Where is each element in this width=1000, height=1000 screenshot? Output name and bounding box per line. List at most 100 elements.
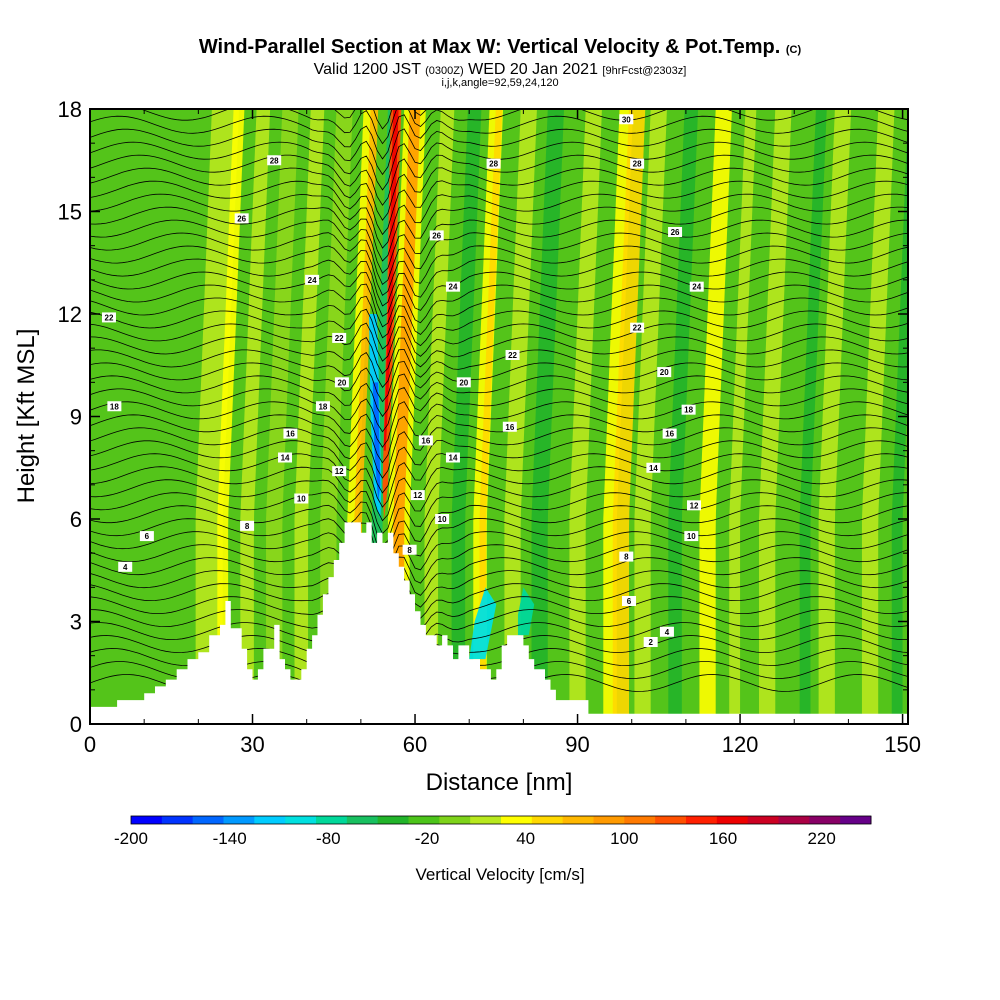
y-axis-label: Height [Kft MSL] [13, 329, 40, 504]
contour-label-box [445, 281, 460, 292]
colorbar-swatch [624, 816, 656, 824]
isentrope-line [90, 193, 908, 249]
contour-label-box [315, 401, 330, 412]
y-tick-label: 15 [58, 200, 82, 225]
contour-label: 4 [123, 563, 128, 572]
contour-label-box [240, 520, 255, 531]
isentrope-line [90, 308, 908, 350]
colorbar-swatch [655, 816, 687, 824]
contour-label-box [486, 158, 501, 169]
contour-label: 2 [648, 638, 653, 647]
contour-label: 30 [622, 115, 631, 124]
contour-label: 6 [627, 597, 632, 606]
valid-prefix: Valid 1200 JST [313, 61, 421, 78]
contour-label: 14 [649, 464, 658, 473]
isentrope-line [90, 336, 908, 375]
isentrope-line [90, 360, 908, 403]
colorbar-frame [130, 815, 872, 825]
colorbar-swatch [346, 816, 379, 824]
isentrope-line [90, 373, 908, 418]
contour-label-box [643, 637, 658, 647]
contour-label-box [505, 350, 520, 360]
colorbar-swatch [501, 816, 533, 824]
contour-label-box [429, 230, 444, 241]
colorbar: -200 -140 -80 -20 40 100 160 220 [114, 815, 872, 848]
contour-label-box [101, 312, 116, 323]
colorbar-swatch [470, 816, 502, 824]
colorbar-swatch [316, 816, 348, 824]
chart-title-text: Wind-Parallel Section at Max W: Vertical… [198, 36, 781, 58]
velocity-band [424, 109, 455, 724]
isentrope-line [90, 348, 908, 388]
isentrope-line [90, 322, 908, 362]
colorbar-swatch [408, 816, 440, 824]
colorbar-swatch [747, 816, 779, 824]
contour-label: 14 [449, 454, 458, 463]
contour-label-box [662, 428, 677, 439]
y-tick-label: 9 [70, 405, 82, 430]
velocity-core [383, 109, 399, 451]
contour-label-box [334, 377, 349, 388]
contour-label-box [410, 490, 425, 501]
contour-label: 28 [489, 160, 498, 169]
contour-label-box [435, 514, 450, 524]
contour-label-box [283, 428, 298, 439]
y-tick-label: 3 [70, 610, 82, 635]
terrain-mask [90, 522, 908, 724]
contour-label: 8 [245, 522, 250, 531]
isentrope-line [90, 439, 908, 494]
isentrope-line [90, 568, 908, 611]
contour-label: 16 [665, 430, 674, 439]
contour-label-box [630, 322, 645, 333]
colorbar-swatch [192, 816, 224, 824]
contour-label-box [118, 561, 133, 572]
contour-label-box [657, 367, 672, 378]
isentrope-line [90, 479, 908, 535]
isentrope-line [90, 414, 908, 464]
isentrope-line [90, 219, 908, 274]
contour-label-box [267, 155, 282, 166]
contour-label: 22 [633, 324, 642, 333]
contour-label: 16 [421, 436, 430, 445]
colorbar-swatch [531, 816, 564, 824]
contour-label: 8 [624, 553, 629, 562]
isentrope-line [90, 295, 908, 339]
contour-label: 24 [308, 276, 317, 285]
contour-label-box [294, 493, 309, 504]
contour-label-box [278, 452, 293, 463]
contour-label: 28 [633, 160, 642, 169]
isentrope-line [90, 401, 908, 448]
y-tick-label: 0 [70, 712, 82, 737]
colorbar-tick-label: -80 [316, 829, 341, 848]
y-tick-label: 6 [70, 507, 82, 532]
colorbar-tick-label: 160 [709, 829, 737, 848]
valid-utc: (0300Z) [425, 65, 464, 77]
y-tick-label: 12 [58, 302, 82, 327]
contour-label: 20 [459, 378, 468, 387]
isentrope-line [90, 387, 908, 433]
colorbar-swatch [377, 816, 409, 824]
velocity-band [668, 109, 699, 724]
contour-label-box [402, 544, 417, 555]
contour-label: 10 [297, 495, 306, 504]
colorbar-swatch [716, 816, 749, 824]
contour-label: 22 [335, 334, 344, 343]
isentrope-line [90, 258, 908, 307]
contour-label: 22 [105, 313, 114, 322]
contour-label: 22 [508, 351, 517, 360]
colorbar-tick-label: 40 [516, 829, 535, 848]
velocity-band [294, 109, 325, 724]
contour-label-box [684, 531, 699, 542]
velocity-band [217, 109, 245, 724]
velocity-band [729, 109, 757, 724]
contour-label: 24 [692, 283, 701, 292]
isentrope-line [90, 504, 908, 558]
colorbar-tick-label: 220 [807, 829, 835, 848]
isentrope-line [90, 427, 908, 479]
isentrope-line [90, 271, 908, 317]
contour-label-box [502, 421, 517, 432]
colorbar-swatch [562, 816, 594, 824]
velocity-band [451, 109, 482, 724]
colorbar-swatch [131, 816, 163, 824]
